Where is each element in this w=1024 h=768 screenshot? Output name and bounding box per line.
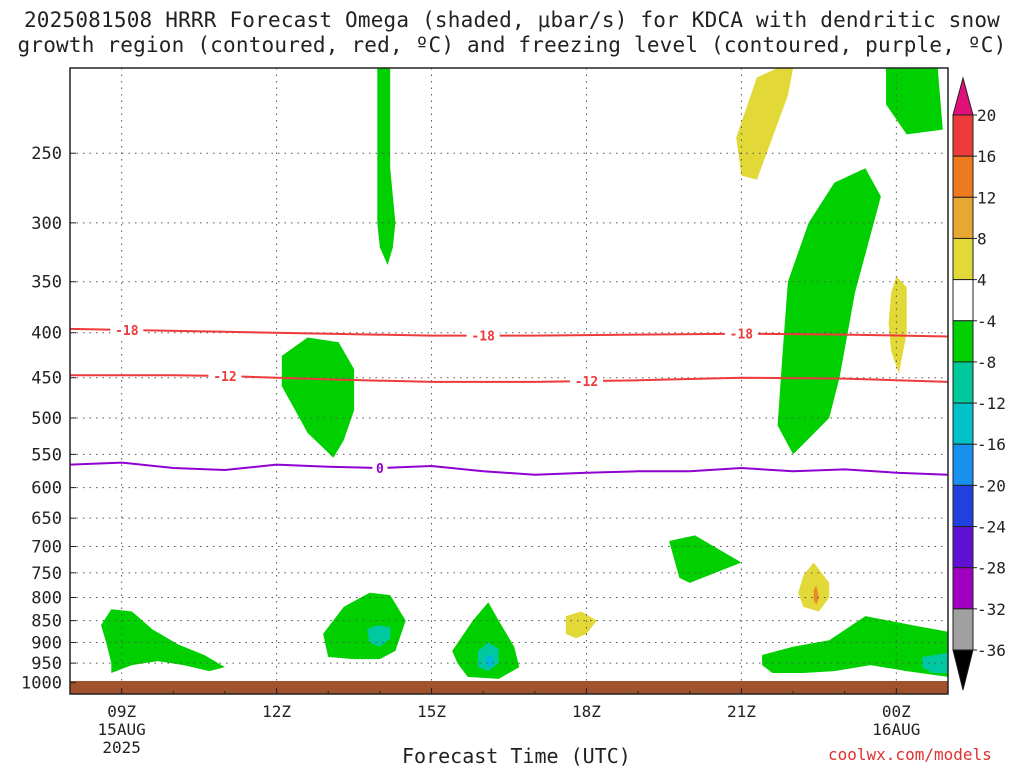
x-tick-date-00Z: 16AUG — [872, 720, 920, 739]
colorbar-label-11: -28 — [977, 559, 1006, 578]
omega-region-14 — [888, 276, 907, 374]
chart-title-line-2: growth region (contoured, red, ºC) and f… — [17, 33, 1007, 57]
colorbar-segment-4 — [952, 279, 974, 322]
y-tick-label-650: 650 — [31, 509, 62, 529]
y-tick-label-1000: 1000 — [21, 674, 62, 694]
contour-label--18-0: -18 — [115, 324, 139, 339]
omega-region-6 — [323, 592, 406, 660]
omega-colorbar: 20 16 12 8 4 -4 -8 -12 -16 -20 -24 -28 -32 -36 — [952, 76, 1006, 691]
temperature-contours: -18 -18 -18 -12 -12 0 — [70, 321, 948, 477]
x-axis-title: Forecast Time (UTC) — [402, 744, 631, 768]
colorbar-segment-5 — [952, 320, 974, 363]
colorbar-label-3: 8 — [977, 229, 987, 248]
y-tick-label-850: 850 — [31, 612, 62, 632]
x-tick-label-00Z: 00Z — [882, 702, 911, 721]
contour-label--12-0: -12 — [213, 370, 236, 385]
x-tick-year-09Z: 2025 — [102, 738, 141, 757]
y-tick-label-900: 900 — [31, 633, 62, 653]
y-tick-label-700: 700 — [31, 537, 62, 557]
colorbar-bottom-arrow — [952, 649, 974, 691]
y-tick-label-250: 250 — [31, 144, 62, 164]
omega-region-13 — [736, 68, 794, 180]
y-tick-label-400: 400 — [31, 324, 62, 344]
contour-label-bg — [466, 327, 500, 344]
colorbar-label-4: 4 — [977, 271, 987, 290]
contour-line-0 — [70, 461, 948, 476]
colorbar-segment-9 — [952, 484, 974, 528]
x-tick-label-21Z: 21Z — [727, 702, 756, 721]
ground-surface-bar — [70, 681, 948, 694]
y-tick-label-800: 800 — [31, 588, 62, 608]
y-tick-label-500: 500 — [31, 409, 62, 429]
colorbar-segment-12 — [952, 608, 974, 651]
colorbar-label-1: 16 — [977, 147, 996, 166]
omega-region-1 — [281, 337, 355, 458]
contour-label-bg — [372, 460, 388, 477]
colorbar-label-13: -36 — [977, 641, 1006, 660]
contour-line--12 — [70, 374, 948, 383]
contour-label-bg — [110, 321, 144, 338]
colorbar-segment-2 — [952, 196, 974, 239]
colorbar-label-8: -16 — [977, 435, 1006, 454]
pressure-axis: 2503003504004505005506006507007508008509… — [21, 144, 76, 694]
plot-frame — [69, 67, 949, 695]
contour-label-bg — [208, 368, 242, 385]
colorbar-segment-6 — [952, 361, 974, 404]
contour-label-bg — [569, 373, 603, 390]
omega-region-0 — [377, 68, 396, 265]
y-tick-label-300: 300 — [31, 214, 62, 234]
colorbar-label-10: -24 — [977, 518, 1006, 537]
colorbar-segment-8 — [952, 443, 974, 486]
colorbar-label-2: 12 — [977, 188, 996, 207]
y-tick-label-350: 350 — [31, 273, 62, 293]
omega-region-15 — [798, 562, 830, 612]
contour-label-0-0: 0 — [376, 462, 384, 477]
contour-label-bg — [724, 325, 758, 342]
y-tick-label-750: 750 — [31, 564, 62, 584]
omega-region-17 — [565, 611, 597, 639]
source-credit: coolwx.com/models — [828, 745, 992, 764]
x-tick-label-15Z: 15Z — [417, 702, 446, 721]
omega-region-4 — [669, 535, 742, 583]
colorbar-segment-10 — [952, 526, 974, 569]
omega-region-11 — [485, 655, 494, 668]
colorbar-label-5: -4 — [977, 312, 996, 331]
colorbar-label-9: -20 — [977, 476, 1006, 495]
y-tick-label-950: 950 — [31, 654, 62, 674]
y-tick-label-600: 600 — [31, 479, 62, 499]
x-tick-label-12Z: 12Z — [262, 702, 291, 721]
colorbar-segment-1 — [952, 155, 974, 198]
chart-title-line-1: 2025081508 HRRR Forecast Omega (shaded, … — [23, 8, 1001, 32]
omega-region-5 — [101, 609, 225, 673]
omega-region-3 — [777, 168, 881, 455]
colorbar-label-0: 20 — [977, 106, 996, 125]
y-tick-label-550: 550 — [31, 445, 62, 465]
colorbar-segment-7 — [952, 402, 974, 445]
omega-region-9 — [367, 625, 391, 647]
x-tick-label-09Z: 09Z — [107, 702, 136, 721]
omega-region-2 — [886, 68, 943, 135]
colorbar-top-arrow — [952, 76, 974, 116]
omega-shaded-regions — [101, 68, 948, 679]
colorbar-segment-0 — [952, 114, 974, 157]
colorbar-segment-3 — [952, 237, 974, 281]
omega-region-8 — [762, 616, 948, 677]
contour-label--18-1: -18 — [471, 330, 495, 345]
x-tick-date-09Z: 15AUG — [98, 720, 146, 739]
colorbar-label-12: -32 — [977, 600, 1006, 619]
contour-label--18-2: -18 — [730, 328, 754, 343]
y-tick-label-450: 450 — [31, 369, 62, 389]
contour-label--12-1: -12 — [575, 375, 598, 390]
colorbar-label-6: -8 — [977, 353, 996, 372]
omega-region-7 — [452, 602, 520, 679]
omega-region-16 — [813, 585, 819, 605]
colorbar-segment-11 — [952, 567, 974, 610]
x-tick-label-18Z: 18Z — [572, 702, 601, 721]
colorbar-label-7: -12 — [977, 394, 1006, 413]
